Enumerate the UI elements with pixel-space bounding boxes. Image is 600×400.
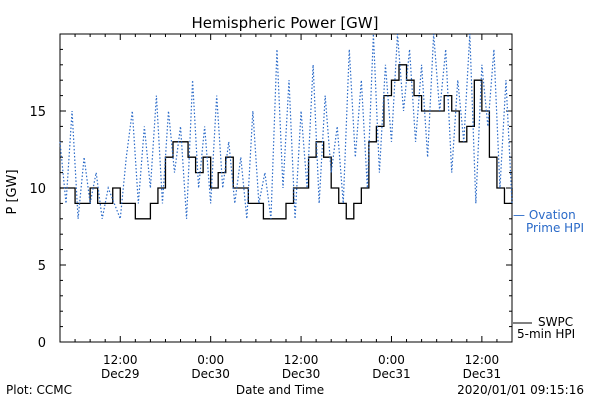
legend-swpc-line1: SWPC — [538, 315, 573, 329]
series-swpc-line — [60, 64, 513, 220]
y-tick-label: 15 — [29, 105, 46, 120]
y-tick-label: 5 — [38, 259, 46, 274]
footer-timestamp: 2020/01/01 09:15:16 — [457, 383, 584, 397]
y-tick-label: 0 — [38, 336, 46, 351]
y-axis-label: P [GW] — [5, 169, 20, 214]
x-tick-label-time: 12:00 — [284, 353, 319, 367]
x-tick-label-date: Dec30 — [282, 367, 321, 381]
x-tick-label-time: 12:00 — [465, 353, 500, 367]
x-axis-label: Date and Time — [236, 383, 324, 397]
plot-area: 05101512:00Dec290:00Dec3012:00Dec300:00D… — [29, 33, 513, 381]
x-tick-label-date: Dec29 — [101, 367, 140, 381]
series-ovation-line — [59, 33, 513, 220]
legend-swpc-line2: 5-min HPI — [517, 327, 575, 341]
legend-ovation-line1: — Ovation — [513, 208, 576, 222]
legend-ovation-line2: Prime HPI — [526, 221, 584, 235]
x-tick-label-time: 0:00 — [378, 353, 405, 367]
x-tick-label-time: 0:00 — [197, 353, 224, 367]
x-tick-label-date: Dec31 — [463, 367, 502, 381]
footer-credit: Plot: CCMC — [6, 383, 72, 397]
x-tick-label-date: Dec31 — [372, 367, 411, 381]
x-tick-label-time: 12:00 — [103, 353, 138, 367]
x-tick-label-date: Dec30 — [191, 367, 230, 381]
chart-title: Hemispheric Power [GW] — [192, 14, 379, 32]
y-tick-label: 10 — [29, 182, 46, 197]
